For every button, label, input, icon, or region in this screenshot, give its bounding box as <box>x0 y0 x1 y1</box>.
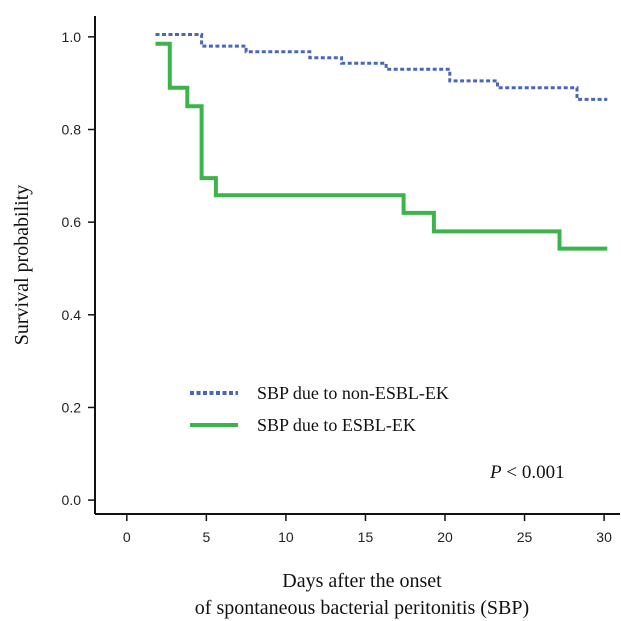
y-tick-label: 0.4 <box>62 307 82 323</box>
y-tick-label: 0.0 <box>62 492 82 508</box>
x-tick-label: 15 <box>358 529 374 545</box>
axes <box>94 16 620 515</box>
x-tick-label: 25 <box>517 529 533 545</box>
legend-label-esbl: SBP due to ESBL-EK <box>257 415 416 435</box>
x-tick-label: 5 <box>202 529 210 545</box>
x-axis-ticks: 0 5 10 15 20 25 30 <box>123 514 612 545</box>
p-value: < 0.001 <box>502 462 565 483</box>
y-axis-title: Survival probability <box>11 185 33 346</box>
y-tick-label: 0.8 <box>62 121 82 137</box>
y-tick-label: 0.2 <box>62 399 82 415</box>
y-axis-ticks: 0.0 0.2 0.4 0.6 0.8 1.0 <box>62 29 95 508</box>
series-line-non-esbl <box>155 33 608 101</box>
legend-label-non-esbl: SBP due to non-ESBL-EK <box>257 383 449 403</box>
p-symbol: P <box>489 462 502 483</box>
legend: SBP due to non-ESBL-EK SBP due to ESBL-E… <box>190 383 449 435</box>
x-axis-title-line2: of spontaneous bacterial peritonitis (SB… <box>195 597 529 619</box>
x-tick-label: 10 <box>278 529 294 545</box>
y-tick-label: 0.6 <box>62 214 82 230</box>
x-tick-label: 20 <box>437 529 453 545</box>
survival-curves <box>155 33 608 251</box>
x-tick-label: 0 <box>123 529 131 545</box>
p-value-annotation: P < 0.001 <box>489 462 565 483</box>
x-tick-label: 30 <box>596 529 612 545</box>
y-tick-label: 1.0 <box>62 29 82 45</box>
x-axis-title-line1: Days after the onset <box>282 570 442 592</box>
series-line-esbl <box>155 41 608 251</box>
